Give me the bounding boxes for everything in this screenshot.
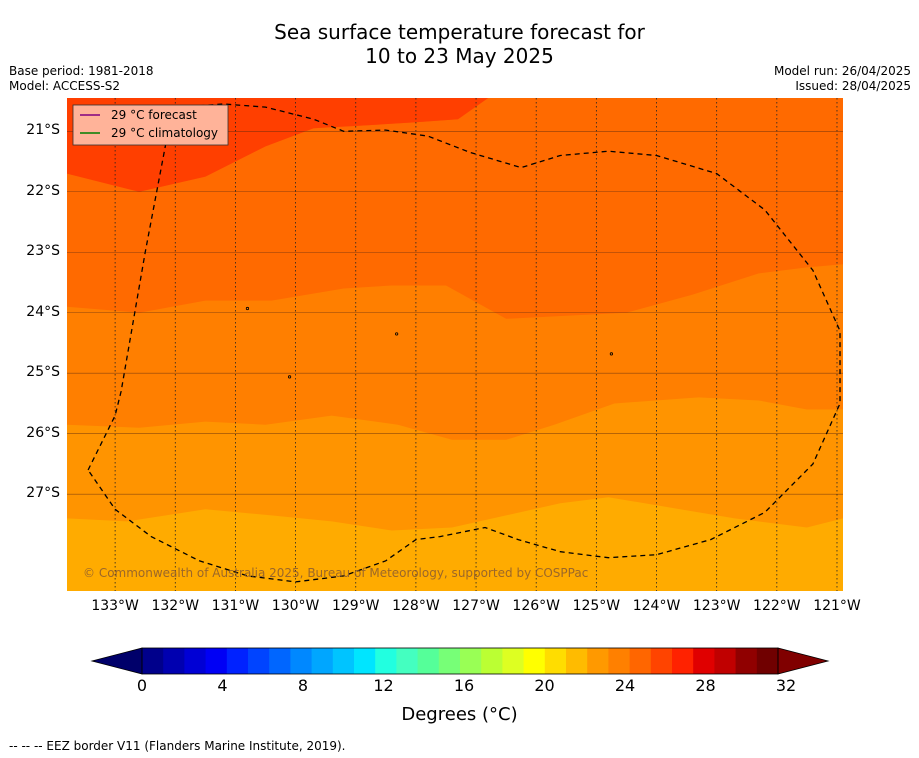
y-tick-label: 27°S	[26, 485, 60, 502]
colorbar-swatch	[375, 648, 397, 674]
x-tick-label: 127°W	[452, 598, 500, 614]
copyright-text: © Commonwealth of Australia 2025, Bureau…	[83, 566, 588, 580]
colorbar-swatch	[332, 648, 355, 674]
x-tick-label: 130°W	[271, 598, 320, 614]
base-period: Base period: 1981-2018	[9, 64, 154, 78]
colorbar-swatch	[502, 648, 524, 674]
legend-climatology-label: 29 °C climatology	[111, 126, 218, 140]
island-marker	[245, 306, 250, 311]
colorbar-swatch	[205, 648, 228, 674]
colorbar-swatch	[544, 648, 567, 674]
colorbar-tick-label: 32	[775, 676, 797, 695]
colorbar-swatch	[523, 648, 546, 674]
issued-date: Issued: 28/04/2025	[795, 79, 911, 93]
x-tick-label: 131°W	[211, 598, 260, 614]
colorbar-frame	[141, 647, 779, 675]
x-tick-label: 128°W	[392, 598, 440, 614]
model-run: Model run: 26/04/2025	[773, 64, 911, 78]
y-tick-label: 25°S	[26, 364, 60, 381]
colorbar-swatch	[460, 648, 482, 674]
colorbar-swatch	[608, 648, 630, 674]
colorbar-swatch	[735, 648, 758, 674]
colorbar-tick-label: 12	[373, 676, 394, 695]
legend: 29 °C forecast 29 °C climatology	[72, 104, 229, 146]
colorbar-tick-label: 0	[136, 676, 148, 695]
colorbar-label: Degrees (°C)	[401, 704, 518, 725]
colorbar	[90, 647, 830, 675]
chart-title-line2: 10 to 23 May 2025	[365, 44, 554, 68]
colorbar-swatch	[438, 648, 461, 674]
x-tick-label: 121°W	[813, 598, 861, 614]
eez-border	[87, 103, 841, 583]
colorbar-tick-label: 20	[534, 676, 555, 695]
colorbar-swatch	[650, 648, 673, 674]
colorbar-swatch	[354, 648, 376, 674]
colorbar-swatch	[290, 648, 312, 674]
y-tick-label: 23°S	[26, 243, 60, 260]
legend-box	[72, 104, 229, 146]
colorbar-swatch	[566, 648, 588, 674]
colorbar-swatch	[629, 648, 652, 674]
x-tick-label: 123°W	[692, 598, 741, 614]
colorbar-tick-label: 28	[695, 676, 716, 695]
colorbar-swatch	[248, 648, 270, 674]
x-tick-label: 126°W	[512, 598, 560, 614]
island-marker	[287, 375, 292, 379]
eez-footnote: -- -- -- EEZ border V11 (Flanders Marine…	[9, 739, 346, 753]
colorbar-swatch	[226, 648, 249, 674]
colorbar-tick-label: 24	[614, 676, 636, 695]
x-tick-label: 124°W	[632, 598, 681, 614]
colorbar-swatch	[311, 648, 334, 674]
x-tick-label: 132°W	[151, 598, 200, 614]
island-marker	[395, 332, 399, 336]
y-tick-label: 24°S	[26, 303, 60, 320]
band-26-27	[67, 98, 843, 319]
y-tick-label: 26°S	[26, 424, 60, 441]
colorbar-swatch	[714, 648, 736, 674]
colorbar-tick-label: 16	[453, 676, 475, 695]
colorbar-swatch	[184, 648, 206, 674]
colorbar-swatch	[693, 648, 715, 674]
colorbar-swatch	[396, 648, 418, 674]
x-tick-label: 129°W	[331, 598, 380, 614]
colorbar-swatch	[163, 648, 185, 674]
colorbar-over-arrow	[777, 647, 830, 675]
x-tick-label: 125°W	[572, 598, 621, 614]
model-name: Model: ACCESS-S2	[9, 79, 121, 93]
colorbar-swatch	[417, 648, 440, 674]
colorbar-swatch	[481, 648, 503, 674]
legend-forecast-label: 29 °C forecast	[111, 108, 197, 122]
colorbar-under-arrow	[90, 647, 143, 675]
temperature-bands	[67, 98, 843, 591]
colorbar-tick-label: 4	[217, 676, 228, 695]
x-tick-label: 122°W	[753, 598, 801, 614]
chart-title-line1: Sea surface temperature forecast for	[274, 20, 645, 44]
colorbar-tick-label: 8	[297, 676, 309, 695]
map-features	[245, 306, 614, 379]
colorbar-swatch	[142, 648, 164, 674]
y-tick-label: 22°S	[26, 182, 60, 199]
colorbar-swatch	[587, 648, 609, 674]
colorbar-swatch	[269, 648, 291, 674]
y-tick-label: 21°S	[26, 122, 60, 139]
colorbar-swatch	[756, 648, 779, 674]
x-tick-label: 133°W	[91, 598, 139, 614]
island-marker	[609, 352, 614, 356]
colorbar-swatch	[672, 648, 694, 674]
sst-map: © Commonwealth of Australia 2025, Bureau…	[67, 98, 843, 591]
